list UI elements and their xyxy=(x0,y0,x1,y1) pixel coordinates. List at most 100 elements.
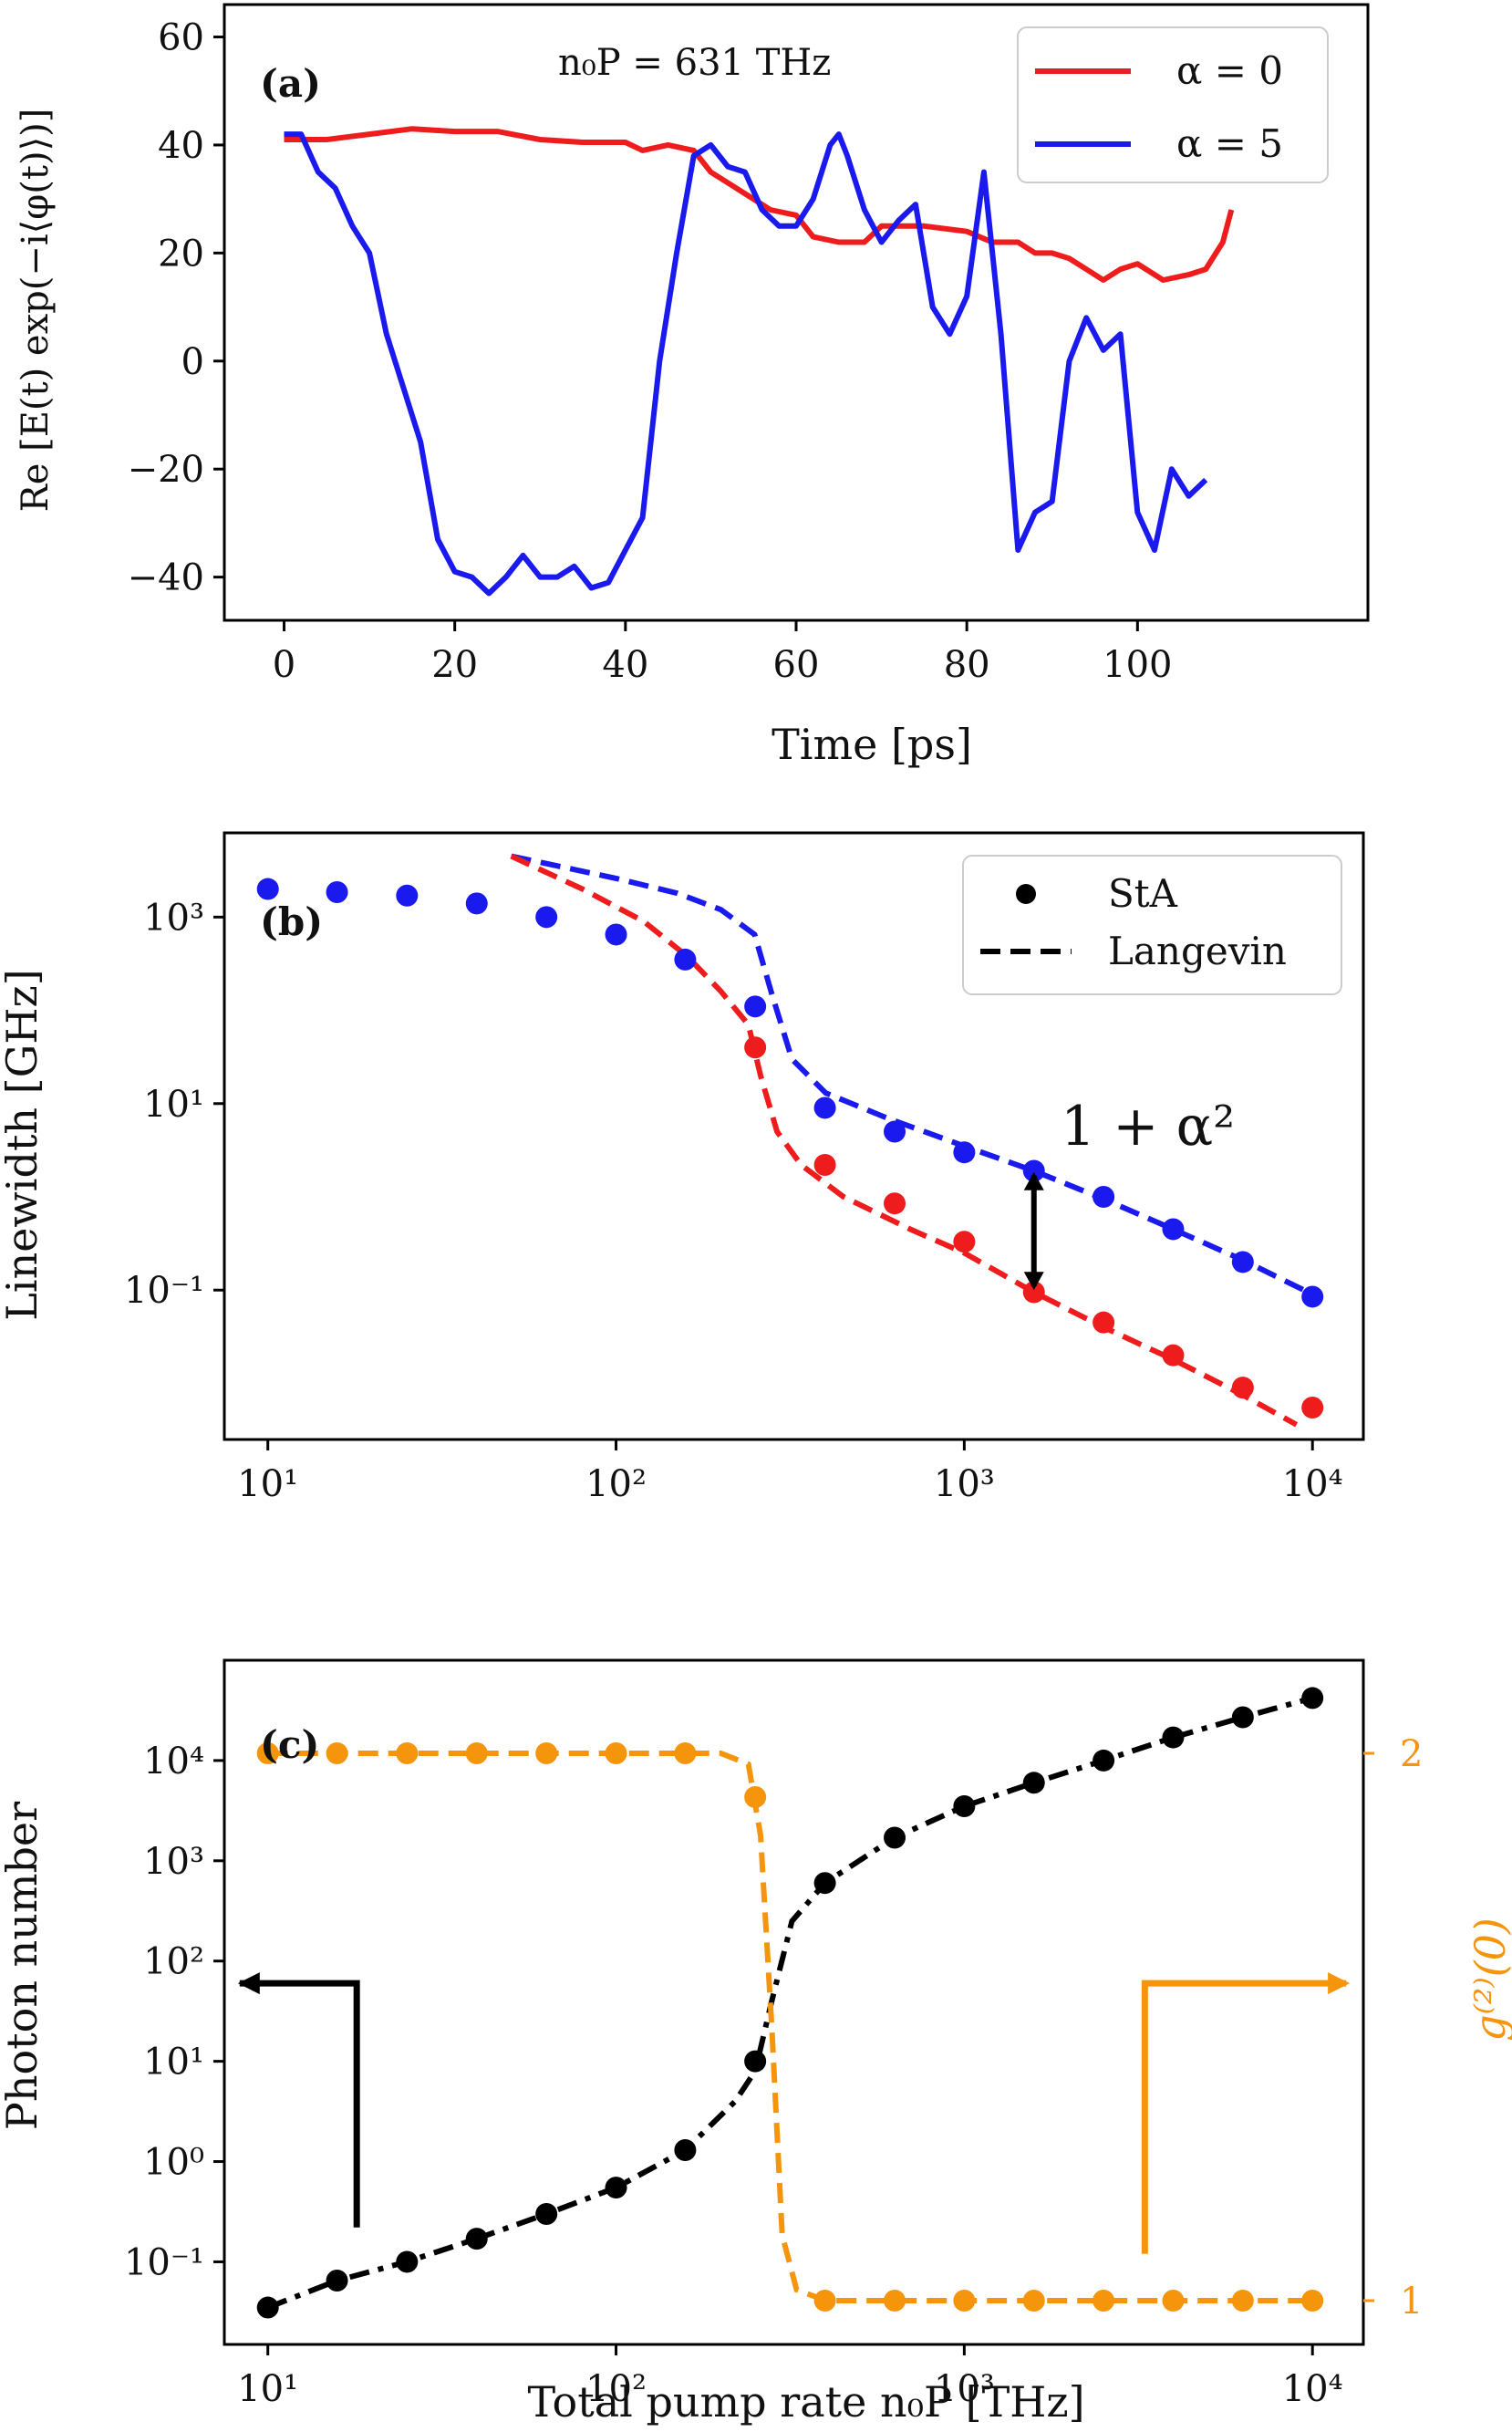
panel-b-point-1 xyxy=(744,1036,767,1059)
panel-a-x-tick-label: 60 xyxy=(773,644,820,686)
panel-c-point-0 xyxy=(535,2203,558,2226)
panel-b-point-1 xyxy=(1022,1281,1045,1304)
panel-a-y-tick-label: 60 xyxy=(158,17,204,59)
panel-c-point-0 xyxy=(256,2296,279,2319)
panel-a-x-tick-label: 40 xyxy=(602,644,648,686)
panel-b-point-0 xyxy=(813,1096,836,1119)
panel-b-x-tick-label: 10³ xyxy=(934,1463,995,1505)
panel-b-x-tick-label: 10¹ xyxy=(237,1463,298,1505)
panel-a-y-axis-title: Re [E(t) exp(−i⟨φ(t)⟩)] xyxy=(15,109,57,513)
panel-a-y-tick-label: −40 xyxy=(128,557,204,599)
panel-b-x-tick-label: 10⁴ xyxy=(1282,1463,1343,1505)
panel-c-frame xyxy=(223,1658,1365,2346)
panel-b-point-0 xyxy=(396,884,419,907)
panel-c-point-2 xyxy=(465,1742,488,1764)
panel-b-point-1 xyxy=(953,1231,976,1253)
panel-a-y-ticks: −40 −20 0 20 40 60 xyxy=(128,17,224,599)
panel-c-y-tick-label: 10² xyxy=(143,1941,204,1983)
panel-b-legend: StA Langevin xyxy=(962,855,1342,995)
panel-a-x-tick-label: 20 xyxy=(431,644,478,686)
panel-b-point-0 xyxy=(953,1141,976,1164)
panel-b-ratio-arrow-head-top xyxy=(1023,1171,1044,1190)
panel-b-ratio-arrow-head-bottom xyxy=(1023,1272,1044,1291)
panel-c-point-0 xyxy=(605,2177,627,2199)
panel-c-right-y-tick-label: 1 xyxy=(1400,2281,1423,2323)
panel-b-legend-label-0: StA xyxy=(1108,871,1178,916)
panel-c-point-2 xyxy=(674,1742,697,1764)
panel-c-point-2 xyxy=(326,1742,348,1764)
panel-a-y-tick-label: 40 xyxy=(158,125,204,167)
panel-c-y-tick-label: 10⁰ xyxy=(143,2142,204,2184)
panel-b-legend-swatch-0 xyxy=(1016,884,1036,904)
panel-b-y-tick-label: 10³ xyxy=(143,897,204,939)
panel-b-point-0 xyxy=(1093,1186,1115,1208)
panel-b-y-tick-label: 10¹ xyxy=(143,1084,204,1126)
panel-a-x-tick-label: 100 xyxy=(1103,644,1172,686)
panel-c-point-2 xyxy=(813,2290,836,2312)
panel-c-label: (c) xyxy=(260,1722,319,1767)
panel-b-legend-label-1: Langevin xyxy=(1108,929,1287,973)
panel-c-left-axis-arrow-head xyxy=(237,1972,260,1995)
panel-c-right-axis-arrow xyxy=(1141,1980,1347,2254)
panel-b-point-1 xyxy=(1301,1396,1324,1419)
panel-c-x-tick-label: 10³ xyxy=(934,2368,995,2410)
panel-b-plot-area xyxy=(223,831,1365,1441)
panel-b-point-0 xyxy=(1022,1159,1045,1182)
panel-c-point-0 xyxy=(465,2228,488,2250)
panel-b-point-0 xyxy=(1162,1218,1185,1241)
panel-a-legend-label-1: α = 5 xyxy=(1176,121,1283,166)
panel-b-point-0 xyxy=(744,995,767,1018)
panel-c-point-2 xyxy=(1093,2290,1115,2312)
panel-b-fit-line-3 xyxy=(510,853,1299,1428)
panel-c-point-2 xyxy=(884,2290,906,2312)
panel-c-point-2 xyxy=(605,1742,627,1764)
panel-b-x-ticks: 10¹ 10² 10³ 10⁴ xyxy=(237,1439,1343,1505)
panel-a-label: (a) xyxy=(260,61,321,106)
panel-c-point-0 xyxy=(1162,1726,1185,1749)
panel-b-y-axis-title: Linewidth [GHz] xyxy=(0,969,47,1320)
panel-c-point-2 xyxy=(1231,2290,1254,2312)
panel-b-marks xyxy=(256,853,1324,1428)
panel-c-point-2 xyxy=(953,2290,976,2312)
panel-c-right-y-tick-label: 2 xyxy=(1400,1733,1423,1775)
panel-c-left-axis-arrow xyxy=(239,1980,360,2228)
panel-c-point-0 xyxy=(1231,1706,1254,1729)
panel-b-annotation: 1 + α² xyxy=(1061,1095,1235,1159)
panel-c-y-ticks: 10⁻¹ 10⁰ 10¹ 10² 10³ 10⁴ xyxy=(124,1741,224,2283)
panel-b-point-0 xyxy=(326,881,348,904)
panel-c-point-0 xyxy=(396,2250,419,2273)
panel-c-y-axis-title: Photon number xyxy=(0,1802,47,2130)
panel-c-marks xyxy=(256,1687,1324,2319)
panel-b-y-tick-label: 10⁻¹ xyxy=(124,1270,204,1312)
panel-c-plot-area xyxy=(223,1658,1365,2346)
panel-b-label: (b) xyxy=(260,899,323,944)
panel-a-annotation: n₀P = 631 THz xyxy=(558,42,831,84)
panel-c-right-axis-arrow-head xyxy=(1328,1972,1351,1995)
panel-a-series-line-0 xyxy=(284,126,1235,283)
panel-b-point-0 xyxy=(605,923,627,946)
panel-c-point-0 xyxy=(1093,1749,1115,1772)
panel-b-point-0 xyxy=(884,1120,906,1143)
panel-a-x-ticks: 0 20 40 60 80 100 xyxy=(273,620,1173,686)
panel-c-x-ticks: 10¹ 10² 10³ 10⁴ xyxy=(237,2344,1343,2410)
panel-b-point-1 xyxy=(1162,1344,1185,1367)
panel-a-y-tick-label: 0 xyxy=(181,341,204,383)
panel-c-point-0 xyxy=(953,1795,976,1818)
panel-c-point-2 xyxy=(1162,2290,1185,2312)
panel-b-point-1 xyxy=(1093,1311,1115,1334)
panel-c-fit-line-3 xyxy=(267,1751,1313,2303)
panel-c-x-tick-label: 10² xyxy=(585,2368,647,2410)
panel-b: 10¹ 10² 10³ 10⁴ 10⁻¹ 10¹ 10³ (b) Linewidth [G… xyxy=(0,831,1365,1505)
panel-b-point-0 xyxy=(465,892,488,915)
panel-c-point-2 xyxy=(396,1742,419,1764)
panel-a-legend: α = 0 α = 5 xyxy=(1017,26,1329,183)
panel-a: 0 20 40 60 80 100 −40 −20 0 20 40 60 (a) n₀P = 631… xyxy=(15,3,1370,769)
panel-c-point-2 xyxy=(256,1742,279,1764)
panel-c-x-tick-label: 10⁴ xyxy=(1282,2368,1343,2410)
panel-c-point-2 xyxy=(744,1786,767,1808)
panel-b-point-0 xyxy=(1301,1285,1324,1308)
panel-a-y-tick-label: 20 xyxy=(158,233,204,275)
panel-c-point-0 xyxy=(884,1826,906,1849)
